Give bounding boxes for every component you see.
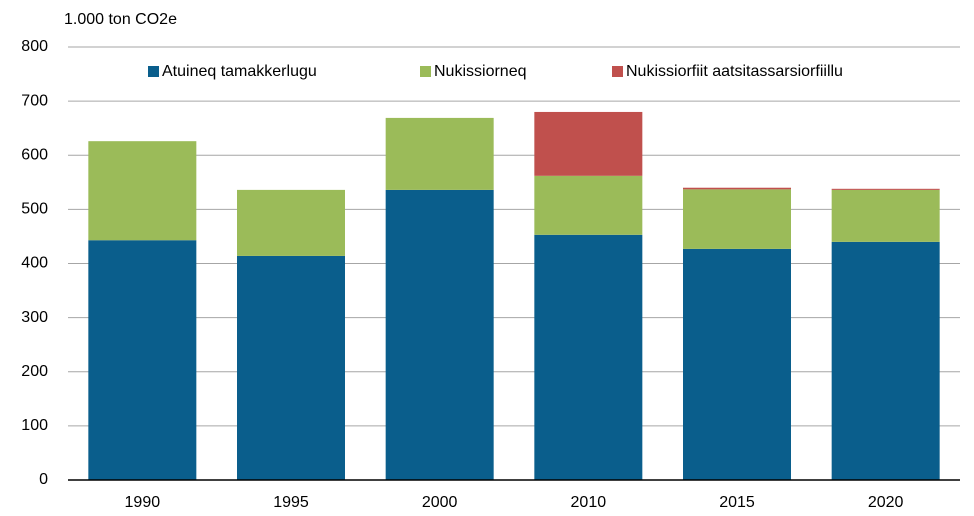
bar-segment bbox=[237, 255, 345, 480]
legend-label: Nukissiorfiit aatsitassarsiorfiillu bbox=[626, 63, 843, 80]
legend-swatch bbox=[420, 66, 431, 77]
bar-segment bbox=[831, 188, 940, 190]
y-tick-label: 800 bbox=[21, 38, 48, 55]
legend-label: Nukissiorneq bbox=[434, 63, 526, 80]
legend-label: Atuineq tamakkerlugu bbox=[162, 63, 317, 80]
y-tick-label: 300 bbox=[21, 309, 48, 326]
y-tick-label: 400 bbox=[21, 255, 48, 272]
bar-segment bbox=[534, 175, 643, 235]
x-tick-label: 2015 bbox=[719, 494, 755, 511]
bar-segment bbox=[831, 189, 940, 242]
x-tick-label: 2010 bbox=[571, 494, 607, 511]
bar-segment bbox=[831, 241, 940, 480]
bar-segment bbox=[534, 234, 643, 480]
x-tick-label: 2000 bbox=[422, 494, 458, 511]
bar-segment bbox=[385, 117, 494, 190]
bar-segment bbox=[683, 187, 791, 190]
legend-swatch bbox=[148, 66, 159, 77]
bar-segment bbox=[88, 240, 197, 480]
y-tick-label: 100 bbox=[21, 417, 48, 434]
bar-segment bbox=[385, 189, 494, 480]
x-tick-label: 2020 bbox=[868, 494, 904, 511]
x-tick-label: 1990 bbox=[125, 494, 161, 511]
y-axis-label: 1.000 ton CO2e bbox=[64, 11, 177, 28]
bar-segment bbox=[683, 248, 791, 480]
y-tick-label: 0 bbox=[39, 471, 48, 488]
legend-swatch bbox=[612, 66, 623, 77]
y-tick-label: 500 bbox=[21, 201, 48, 218]
bar-segment bbox=[237, 189, 345, 256]
bar-segment bbox=[534, 111, 643, 176]
y-tick-label: 700 bbox=[21, 92, 48, 109]
y-tick-label: 200 bbox=[21, 363, 48, 380]
x-tick-label: 1995 bbox=[273, 494, 309, 511]
y-tick-label: 600 bbox=[21, 146, 48, 163]
bar-segment bbox=[88, 141, 197, 241]
bar-segment bbox=[683, 189, 791, 249]
